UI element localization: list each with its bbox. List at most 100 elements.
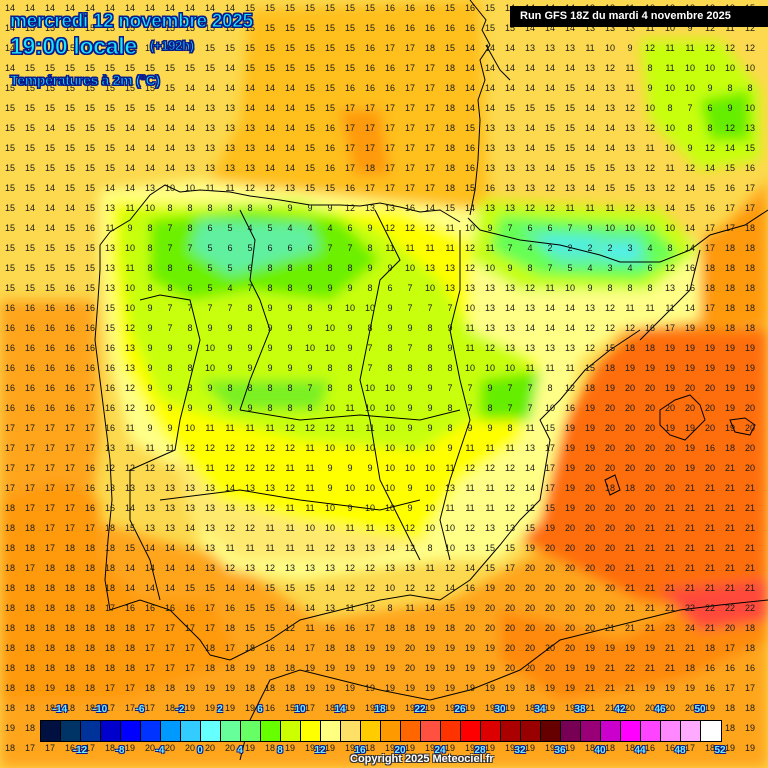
temperature-value: 11	[665, 303, 675, 313]
legend-label-bottom: 24	[434, 745, 446, 756]
temperature-value: 14	[104, 3, 115, 13]
temperature-value: 15	[124, 43, 135, 53]
temperature-value: 6	[707, 103, 713, 113]
temperature-value: 15	[484, 563, 495, 573]
temperature-value: 9	[407, 403, 413, 413]
temperature-value: 15	[164, 63, 175, 73]
temperature-value: 9	[587, 223, 593, 233]
temperature-value: 20	[524, 583, 535, 593]
temperature-value: 21	[624, 623, 635, 633]
temperature-value: 20	[564, 603, 575, 613]
temperature-value: 18	[24, 543, 35, 553]
temperature-value: 12	[604, 303, 615, 313]
temperature-value: 18	[444, 83, 455, 93]
temperature-value: 18	[64, 623, 75, 633]
temperature-value: 12	[264, 183, 275, 193]
temperature-value: 10	[184, 183, 195, 193]
temperature-value: 18	[104, 543, 115, 553]
temperature-value: 16	[324, 143, 335, 153]
temperature-value: 12	[284, 483, 295, 493]
temperature-value: 7	[327, 243, 333, 253]
temperature-value: 18	[84, 543, 95, 553]
temperature-value: 13	[484, 283, 495, 293]
temperature-value: 16	[464, 583, 475, 593]
temperature-value: 18	[24, 523, 35, 533]
temperature-value: 10	[424, 283, 435, 293]
temperature-value: 4	[287, 223, 293, 233]
temperature-value: 20	[684, 383, 695, 393]
temperature-value: 18	[24, 603, 35, 613]
temperature-value: 13	[444, 283, 455, 293]
temperature-value: 11	[465, 483, 475, 493]
temperature-value: 7	[527, 403, 533, 413]
legend-label-bottom: 32	[514, 745, 526, 756]
temperature-value: 13	[484, 523, 495, 533]
temperature-value: 12	[344, 583, 355, 593]
temperature-value: 13	[524, 183, 535, 193]
temperature-value: 18	[4, 703, 15, 713]
temperature-value: 7	[507, 243, 513, 253]
temperature-value: 12	[304, 423, 315, 433]
temperature-value: 10	[324, 523, 335, 533]
temperature-value: 18	[324, 643, 335, 653]
temperature-value: 20	[524, 623, 535, 633]
temperature-value: 8	[147, 243, 153, 253]
temperature-value: 12	[464, 463, 475, 473]
temperature-value: 16	[4, 303, 15, 313]
temperature-value: 18	[264, 663, 275, 673]
temperature-value: 9	[367, 223, 373, 233]
temperature-value: 14	[684, 303, 695, 313]
temperature-value: 15	[84, 23, 95, 33]
temperature-value: 17	[344, 163, 355, 173]
temperature-value: 20	[644, 423, 655, 433]
temperature-value: 10	[364, 303, 375, 313]
temperature-value: 12	[264, 503, 275, 513]
temperature-value: 19	[504, 683, 515, 693]
temperature-value: 19	[464, 743, 475, 753]
temperature-value: 10	[604, 223, 615, 233]
temperature-value: 10	[484, 263, 495, 273]
temperature-value: 9	[307, 203, 313, 213]
temperature-value: 12	[324, 543, 335, 553]
temperature-value: 5	[227, 223, 233, 233]
temperature-value: 11	[345, 523, 355, 533]
temperature-value: 11	[285, 503, 295, 513]
temperature-value: 18	[404, 623, 415, 633]
temperature-value: 13	[404, 563, 415, 573]
temperature-value: 20	[604, 403, 615, 413]
temperature-value: 13	[444, 263, 455, 273]
temperature-value: 14	[584, 123, 595, 133]
temperature-value: 12	[224, 463, 235, 473]
temperature-value: 14	[604, 123, 615, 133]
temperature-value: 10	[404, 443, 415, 453]
temperature-value: 8	[147, 223, 153, 233]
temperature-value: 18	[104, 743, 115, 753]
temperature-value: 9	[287, 303, 293, 313]
temperature-value: 19	[404, 683, 415, 693]
temperature-value: 9	[147, 363, 153, 373]
temperature-value: 20	[744, 403, 755, 413]
temperature-value: 19	[384, 663, 395, 673]
legend-label-top: 10	[294, 704, 306, 715]
temperature-value: 19	[364, 683, 375, 693]
temperature-value: 10	[304, 343, 315, 353]
temperature-value: 15	[104, 63, 115, 73]
temperature-value: 14	[424, 203, 435, 213]
legend-label-top: 30	[494, 704, 506, 715]
temperature-value: 12	[364, 603, 375, 613]
temperature-value: 16	[724, 183, 735, 193]
temperature-value: 8	[607, 283, 613, 293]
temperature-value: 14	[484, 43, 495, 53]
legend-label-bottom: 16	[354, 745, 366, 756]
temperature-value: 14	[164, 123, 175, 133]
temperature-value: 21	[644, 603, 655, 613]
temperature-value: 15	[104, 303, 115, 313]
temperature-value: 8	[547, 383, 553, 393]
temperature-value: 12	[724, 43, 735, 53]
temperature-value: 12	[544, 183, 555, 193]
temperature-value: 14	[4, 23, 15, 33]
temperature-value: 20	[604, 463, 615, 473]
forecast-time: 19:00 locale	[10, 33, 138, 60]
temperature-value: 8	[367, 323, 373, 333]
temperature-value: 9	[707, 83, 713, 93]
